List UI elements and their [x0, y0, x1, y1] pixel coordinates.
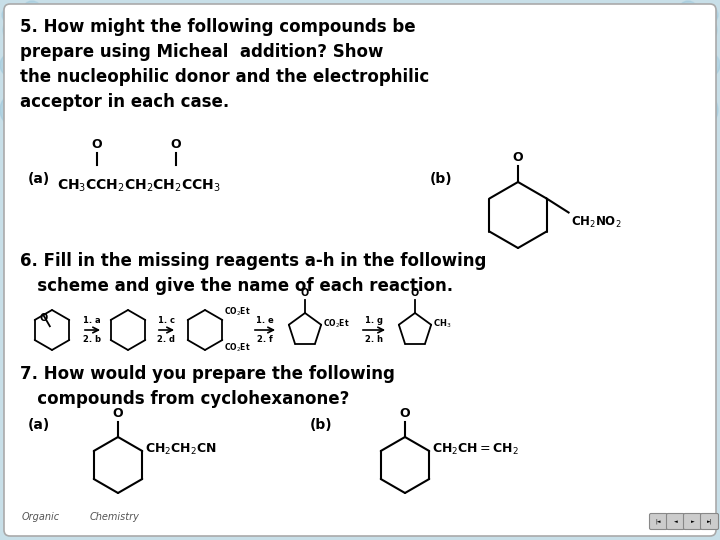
Text: 2. h: 2. h	[365, 335, 383, 344]
Circle shape	[20, 40, 40, 60]
Circle shape	[4, 18, 32, 46]
Circle shape	[688, 42, 700, 52]
Text: 1. g: 1. g	[365, 316, 383, 325]
Circle shape	[21, 71, 49, 99]
Circle shape	[683, 73, 698, 89]
Circle shape	[697, 94, 717, 114]
Circle shape	[706, 55, 719, 68]
Circle shape	[666, 16, 684, 34]
Circle shape	[671, 71, 699, 99]
Circle shape	[679, 1, 697, 19]
Circle shape	[10, 55, 23, 68]
Text: CO$_2$Et: CO$_2$Et	[225, 342, 251, 354]
Text: O: O	[171, 138, 181, 151]
Text: CH$_2$CH$_2$CN: CH$_2$CH$_2$CN	[145, 442, 217, 456]
Text: Chemistry: Chemistry	[90, 512, 140, 522]
Circle shape	[687, 2, 696, 12]
Circle shape	[702, 7, 718, 23]
FancyBboxPatch shape	[667, 514, 685, 530]
Circle shape	[29, 42, 40, 52]
FancyBboxPatch shape	[649, 514, 667, 530]
Text: O: O	[513, 151, 523, 164]
Circle shape	[696, 53, 720, 77]
Text: O: O	[40, 313, 48, 323]
Circle shape	[682, 92, 718, 128]
Text: |◄: |◄	[656, 519, 661, 524]
Circle shape	[9, 8, 17, 17]
Circle shape	[23, 1, 41, 19]
Circle shape	[0, 92, 36, 128]
Circle shape	[44, 17, 53, 27]
Circle shape	[13, 20, 27, 33]
Text: CO$_2$Et: CO$_2$Et	[225, 306, 251, 318]
Circle shape	[16, 20, 31, 36]
FancyBboxPatch shape	[4, 4, 716, 536]
Text: 2. b: 2. b	[83, 335, 101, 344]
FancyBboxPatch shape	[701, 514, 719, 530]
Text: 1. e: 1. e	[256, 316, 274, 325]
Circle shape	[36, 16, 54, 34]
Text: 1. c: 1. c	[158, 316, 174, 325]
Text: 6. Fill in the missing reagents a-h in the following
   scheme and give the name: 6. Fill in the missing reagents a-h in t…	[20, 252, 487, 295]
Text: (a): (a)	[28, 172, 50, 186]
Text: O: O	[301, 288, 309, 298]
Text: CH$_3$CCH$_2$CH$_2$CH$_2$CCH$_3$: CH$_3$CCH$_2$CH$_2$CH$_2$CCH$_3$	[57, 178, 221, 194]
Text: (b): (b)	[430, 172, 453, 186]
Text: CH$_2$CH$=$CH$_2$: CH$_2$CH$=$CH$_2$	[432, 442, 519, 456]
Text: Organic: Organic	[22, 512, 60, 522]
Text: CH$_2$NO$_2$: CH$_2$NO$_2$	[570, 214, 621, 230]
Circle shape	[693, 18, 717, 42]
Circle shape	[688, 18, 716, 46]
Text: CO$_2$Et: CO$_2$Et	[323, 318, 350, 330]
Circle shape	[31, 2, 40, 12]
Text: CH$_3$: CH$_3$	[433, 318, 451, 330]
Text: O: O	[91, 138, 102, 151]
Circle shape	[674, 17, 683, 27]
Text: (b): (b)	[310, 418, 333, 432]
Circle shape	[703, 20, 716, 33]
Circle shape	[3, 18, 27, 42]
Circle shape	[2, 7, 18, 23]
Text: ◄: ◄	[674, 519, 678, 524]
FancyBboxPatch shape	[683, 514, 701, 530]
Text: 5. How might the following compounds be
prepare using Micheal  addition? Show
th: 5. How might the following compounds be …	[20, 18, 429, 111]
Text: ►|: ►|	[707, 519, 712, 524]
Text: O: O	[400, 407, 410, 420]
Text: O: O	[113, 407, 123, 420]
Text: (a): (a)	[28, 418, 50, 432]
Circle shape	[0, 53, 24, 77]
Circle shape	[700, 20, 715, 36]
Circle shape	[33, 73, 48, 89]
Text: 1. a: 1. a	[84, 316, 101, 325]
Text: 7. How would you prepare the following
   compounds from cyclohexanone?: 7. How would you prepare the following c…	[20, 365, 395, 408]
Text: ►: ►	[690, 519, 694, 524]
Text: 2. d: 2. d	[157, 335, 175, 344]
Circle shape	[680, 40, 700, 60]
Text: 2. f: 2. f	[257, 335, 273, 344]
Text: O: O	[411, 288, 419, 298]
Circle shape	[15, 94, 35, 114]
Circle shape	[708, 8, 718, 17]
